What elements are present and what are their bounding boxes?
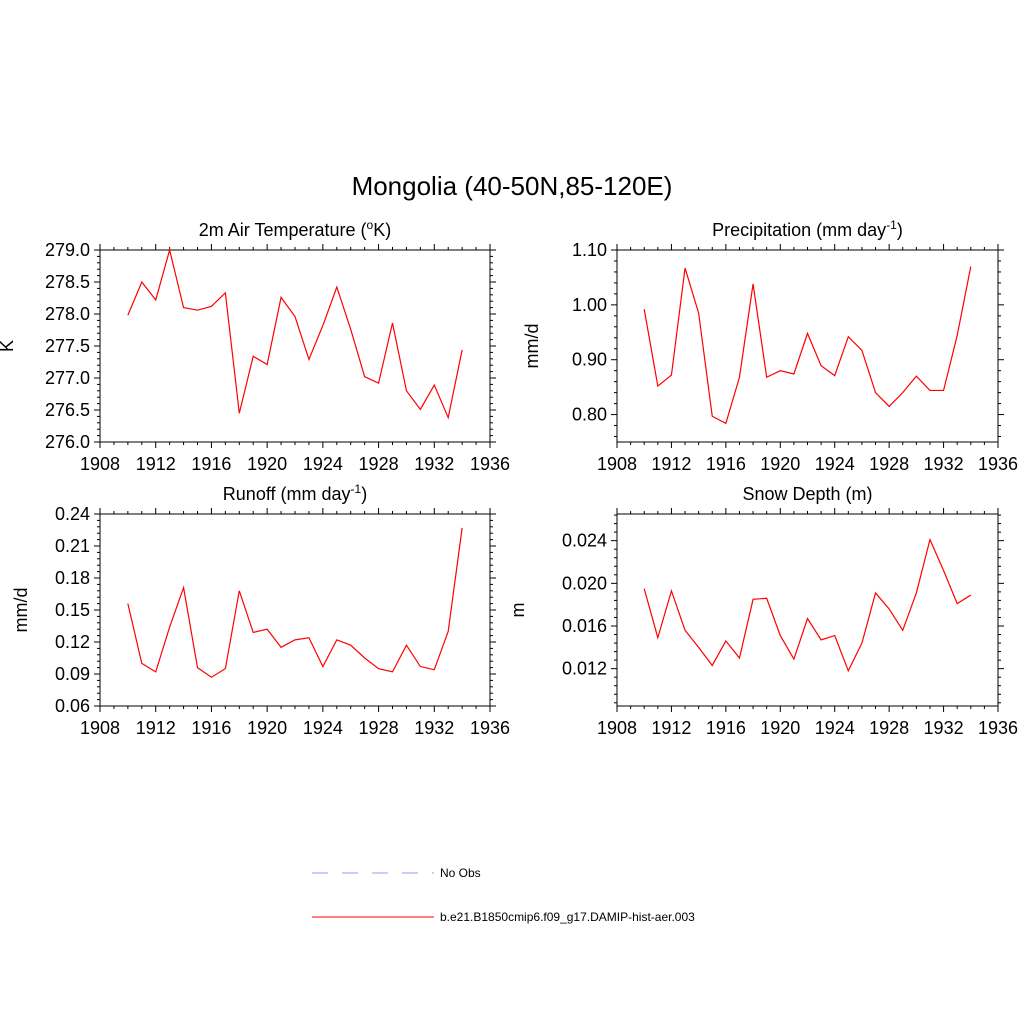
chart-panel-2: 1908 1912 1916 1920 1924 1928 1932 1936 0.80 0.90… xyxy=(522,218,1018,474)
chart-panel-4: 1908 1912 1916 1920 1924 1928 1932 1936 0.012 0.0… xyxy=(508,484,1018,738)
x-tick-label: 1924 xyxy=(303,718,343,738)
y-tick-label: 0.012 xyxy=(562,659,607,679)
y-tick-label: 0.024 xyxy=(562,531,607,551)
panel-title: 2m Air Temperature (oK) xyxy=(199,218,391,240)
y-tick-label: 0.90 xyxy=(572,350,607,370)
y-tick-label: 0.016 xyxy=(562,616,607,636)
y-tick-label: 0.18 xyxy=(55,568,90,588)
x-tick-label: 1912 xyxy=(651,454,691,474)
x-tick-label: 1908 xyxy=(80,454,120,474)
y-tick-label: 279.0 xyxy=(45,240,90,260)
chart-panel-1: 1908 1912 1916 1920 1924 1928 1932 1936 276.0 276… xyxy=(0,218,510,474)
x-tick-label: 1932 xyxy=(414,454,454,474)
x-tick-label: 1928 xyxy=(869,718,909,738)
x-tick-label: 1916 xyxy=(191,454,231,474)
series-line xyxy=(127,527,463,678)
series-line xyxy=(127,247,463,420)
x-tick-label: 1908 xyxy=(80,718,120,738)
x-tick-label: 1916 xyxy=(706,718,746,738)
x-tick-label: 1920 xyxy=(247,718,287,738)
series-line xyxy=(643,537,972,673)
y-tick-label: 277.5 xyxy=(45,336,90,356)
y-tick-label: 1.10 xyxy=(572,240,607,260)
x-tick-label: 1912 xyxy=(651,718,691,738)
y-tick-label: 276.0 xyxy=(45,432,90,452)
y-axis-label: K xyxy=(0,340,17,352)
x-tick-label: 1932 xyxy=(924,718,964,738)
y-tick-label: 278.5 xyxy=(45,272,90,292)
x-tick-label: 1928 xyxy=(359,718,399,738)
legend-label-1: No Obs xyxy=(440,866,481,880)
y-axis-label: mm/d xyxy=(11,588,31,633)
y-tick-label: 0.12 xyxy=(55,632,90,652)
panel-title: Precipitation (mm day-1) xyxy=(712,218,903,240)
y-tick-label: 0.24 xyxy=(55,504,90,524)
panel-title: Runoff (mm day-1) xyxy=(223,482,367,504)
y-tick-label: 0.15 xyxy=(55,600,90,620)
y-tick-label: 276.5 xyxy=(45,400,90,420)
plot-frame xyxy=(616,513,999,707)
x-tick-label: 1912 xyxy=(136,454,176,474)
x-tick-label: 1936 xyxy=(978,454,1018,474)
panel-title: Snow Depth (m) xyxy=(742,484,872,504)
x-tick-label: 1924 xyxy=(815,718,855,738)
x-tick-label: 1936 xyxy=(470,454,510,474)
y-axis-label: m xyxy=(508,603,528,618)
x-tick-label: 1924 xyxy=(303,454,343,474)
legend: No Obs b.e21.B1850cmip6.f09_g17.DAMIP-his… xyxy=(312,866,695,924)
x-tick-label: 1912 xyxy=(136,718,176,738)
y-tick-label: 0.21 xyxy=(55,536,90,556)
panels: 1908 1912 1916 1920 1924 1928 1932 1936 276.0 276… xyxy=(0,218,1018,738)
x-tick-label: 1908 xyxy=(597,718,637,738)
x-tick-label: 1916 xyxy=(191,718,231,738)
x-tick-label: 1916 xyxy=(706,454,746,474)
x-tick-label: 1932 xyxy=(414,718,454,738)
chart-panel-3: 1908 1912 1916 1920 1924 1928 1932 1936 0.06 0.09… xyxy=(11,482,510,738)
series-line xyxy=(643,266,972,425)
x-tick-label: 1920 xyxy=(247,454,287,474)
y-tick-label: 277.0 xyxy=(45,368,90,388)
plot-frame xyxy=(99,513,491,707)
y-tick-label: 278.0 xyxy=(45,304,90,324)
x-tick-label: 1932 xyxy=(924,454,964,474)
x-tick-label: 1936 xyxy=(470,718,510,738)
plot-frame xyxy=(616,249,999,443)
y-tick-label: 0.09 xyxy=(55,664,90,684)
x-tick-label: 1936 xyxy=(978,718,1018,738)
x-tick-label: 1908 xyxy=(597,454,637,474)
x-tick-label: 1920 xyxy=(760,454,800,474)
plot-frame xyxy=(99,249,491,443)
x-tick-label: 1924 xyxy=(815,454,855,474)
y-tick-label: 0.80 xyxy=(572,405,607,425)
y-tick-label: 1.00 xyxy=(572,295,607,315)
figure-title: Mongolia (40-50N,85-120E) xyxy=(352,171,673,201)
x-tick-label: 1928 xyxy=(359,454,399,474)
y-axis-label: mm/d xyxy=(522,324,542,369)
legend-label-2: b.e21.B1850cmip6.f09_g17.DAMIP-hist-aer.… xyxy=(440,910,695,924)
y-tick-label: 0.020 xyxy=(562,573,607,593)
x-tick-label: 1928 xyxy=(869,454,909,474)
y-tick-label: 0.06 xyxy=(55,696,90,716)
x-tick-label: 1920 xyxy=(760,718,800,738)
